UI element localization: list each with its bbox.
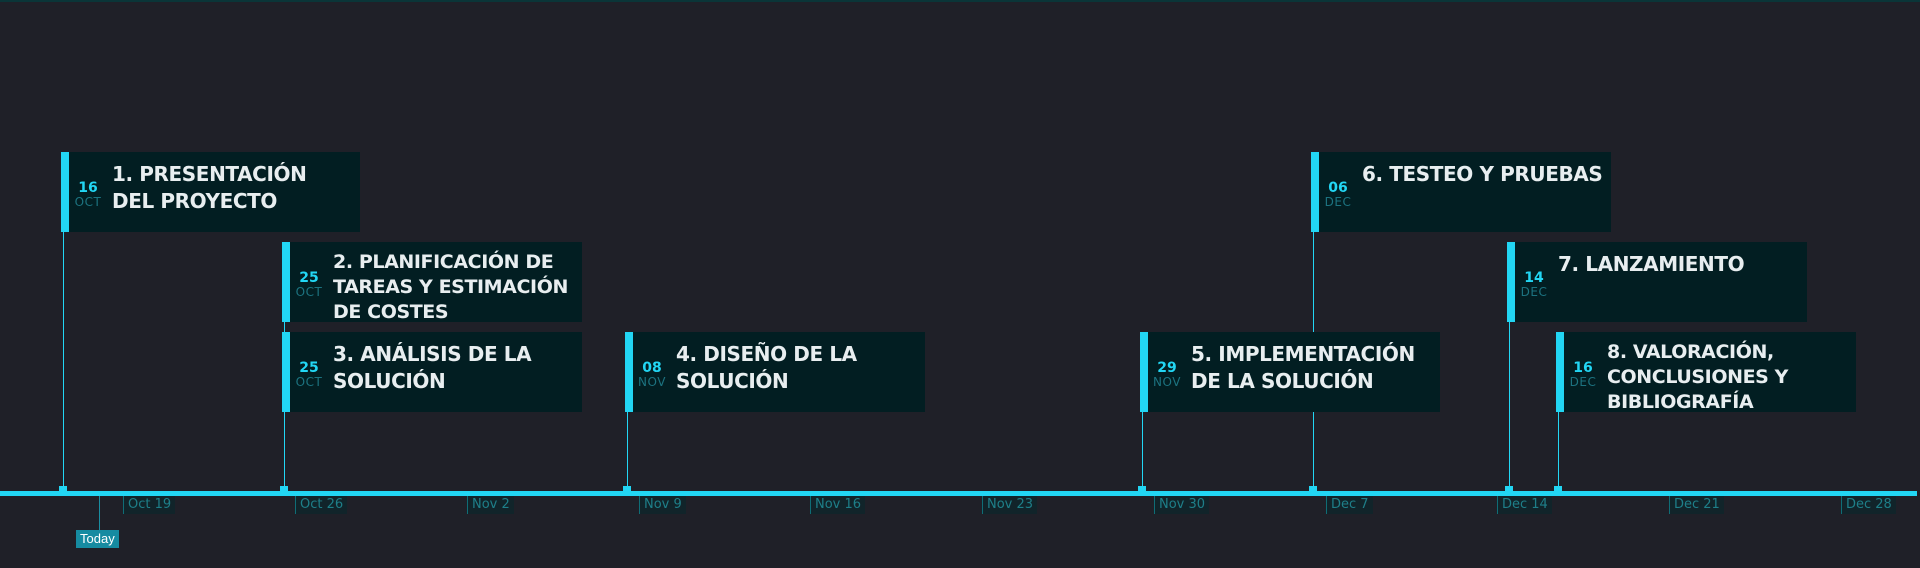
milestone-card-4[interactable]: 08 NOV 4. DISEÑO DE LA SOLUCIÓN — [625, 332, 925, 412]
milestone-day: 06 — [1328, 180, 1348, 196]
milestone-day: 29 — [1157, 360, 1177, 376]
today-badge[interactable]: Today — [76, 530, 119, 548]
axis-tick — [295, 496, 296, 514]
milestone-month: DEC — [1569, 375, 1597, 389]
axis-tick — [467, 496, 468, 514]
axis-tick — [1326, 496, 1327, 514]
milestone-title: 7. LANZAMIENTO — [1558, 252, 1745, 276]
milestone-foot — [623, 486, 631, 492]
milestone-card-6[interactable]: 06 DEC 6. TESTEO Y PRUEBAS — [1311, 152, 1611, 232]
milestone-card-3[interactable]: 25 OCT 3. ANÁLISIS DE LA SOLUCIÓN — [282, 332, 582, 412]
axis-tick-label: Nov 9 — [640, 496, 686, 514]
axis-tick-label: Dec 7 — [1327, 496, 1373, 514]
milestone-month: OCT — [295, 375, 323, 389]
milestone-month: NOV — [1153, 375, 1181, 389]
axis-tick-label: Oct 26 — [296, 496, 348, 514]
axis-tick — [1497, 496, 1498, 514]
milestone-month: OCT — [74, 195, 102, 209]
milestone-card-accent — [282, 332, 290, 412]
today-line — [99, 496, 100, 532]
timeline-axis — [0, 491, 1917, 496]
milestone-title: 8. VALORACIÓN, CONCLUSIONES Y BIBLIOGRAF… — [1607, 341, 1789, 412]
milestone-month: DEC — [1324, 195, 1352, 209]
milestone-title: 5. IMPLEMENTACIÓN DE LA SOLUCIÓN — [1191, 342, 1415, 393]
milestone-foot — [1138, 486, 1146, 492]
axis-tick — [1669, 496, 1670, 514]
milestone-stem — [1509, 242, 1510, 491]
axis-tick — [1154, 496, 1155, 514]
milestone-day: 16 — [78, 180, 98, 196]
milestone-day: 08 — [642, 360, 662, 376]
milestone-stem — [1313, 152, 1314, 491]
milestone-card-accent — [1556, 332, 1564, 412]
milestone-card-accent — [625, 332, 633, 412]
milestone-card-2[interactable]: 25 OCT 2. PLANIFICACIÓN DE TAREAS Y ESTI… — [282, 242, 582, 322]
milestone-foot — [1554, 486, 1562, 492]
milestone-card-8[interactable]: 16 DEC 8. VALORACIÓN, CONCLUSIONES Y BIB… — [1556, 332, 1856, 412]
axis-tick — [123, 496, 124, 514]
milestone-foot — [59, 486, 67, 492]
axis-tick — [982, 496, 983, 514]
milestone-stem — [63, 152, 64, 491]
milestone-foot — [1309, 486, 1317, 492]
milestone-card-7[interactable]: 14 DEC 7. LANZAMIENTO — [1507, 242, 1807, 322]
axis-tick — [810, 496, 811, 514]
milestone-card-1[interactable]: 16 OCT 1. PRESENTACIÓN DEL PROYECTO — [61, 152, 360, 232]
milestone-month: OCT — [295, 285, 323, 299]
milestone-card-accent — [282, 242, 290, 322]
milestone-card-5[interactable]: 29 NOV 5. IMPLEMENTACIÓN DE LA SOLUCIÓN — [1140, 332, 1440, 412]
axis-tick — [639, 496, 640, 514]
milestone-foot — [1505, 486, 1513, 492]
axis-tick-label: Dec 28 — [1842, 496, 1896, 514]
axis-tick-label: Dec 21 — [1670, 496, 1724, 514]
milestone-day: 25 — [299, 270, 319, 286]
milestone-title: 2. PLANIFICACIÓN DE TAREAS Y ESTIMACIÓN … — [333, 251, 568, 322]
axis-tick-label: Nov 16 — [811, 496, 866, 514]
milestone-month: NOV — [638, 375, 666, 389]
milestone-title: 6. TESTEO Y PRUEBAS — [1362, 162, 1603, 186]
axis-tick-label: Dec 14 — [1498, 496, 1552, 514]
milestone-title: 4. DISEÑO DE LA SOLUCIÓN — [676, 342, 857, 393]
axis-tick-label: Nov 30 — [1155, 496, 1210, 514]
milestone-card-accent — [1507, 242, 1515, 322]
milestone-day: 25 — [299, 360, 319, 376]
milestone-month: DEC — [1520, 285, 1548, 299]
axis-tick-label: Nov 2 — [468, 496, 514, 514]
axis-tick — [1841, 496, 1842, 514]
milestone-foot — [280, 486, 288, 492]
milestone-card-accent — [1140, 332, 1148, 412]
milestone-title: 1. PRESENTACIÓN DEL PROYECTO — [112, 162, 307, 213]
axis-tick-label: Nov 23 — [983, 496, 1038, 514]
milestone-day: 16 — [1573, 360, 1593, 376]
milestone-card-accent — [61, 152, 69, 232]
milestone-title: 3. ANÁLISIS DE LA SOLUCIÓN — [333, 342, 532, 393]
milestone-day: 14 — [1524, 270, 1544, 286]
milestone-card-accent — [1311, 152, 1319, 232]
axis-tick-label: Oct 19 — [124, 496, 176, 514]
